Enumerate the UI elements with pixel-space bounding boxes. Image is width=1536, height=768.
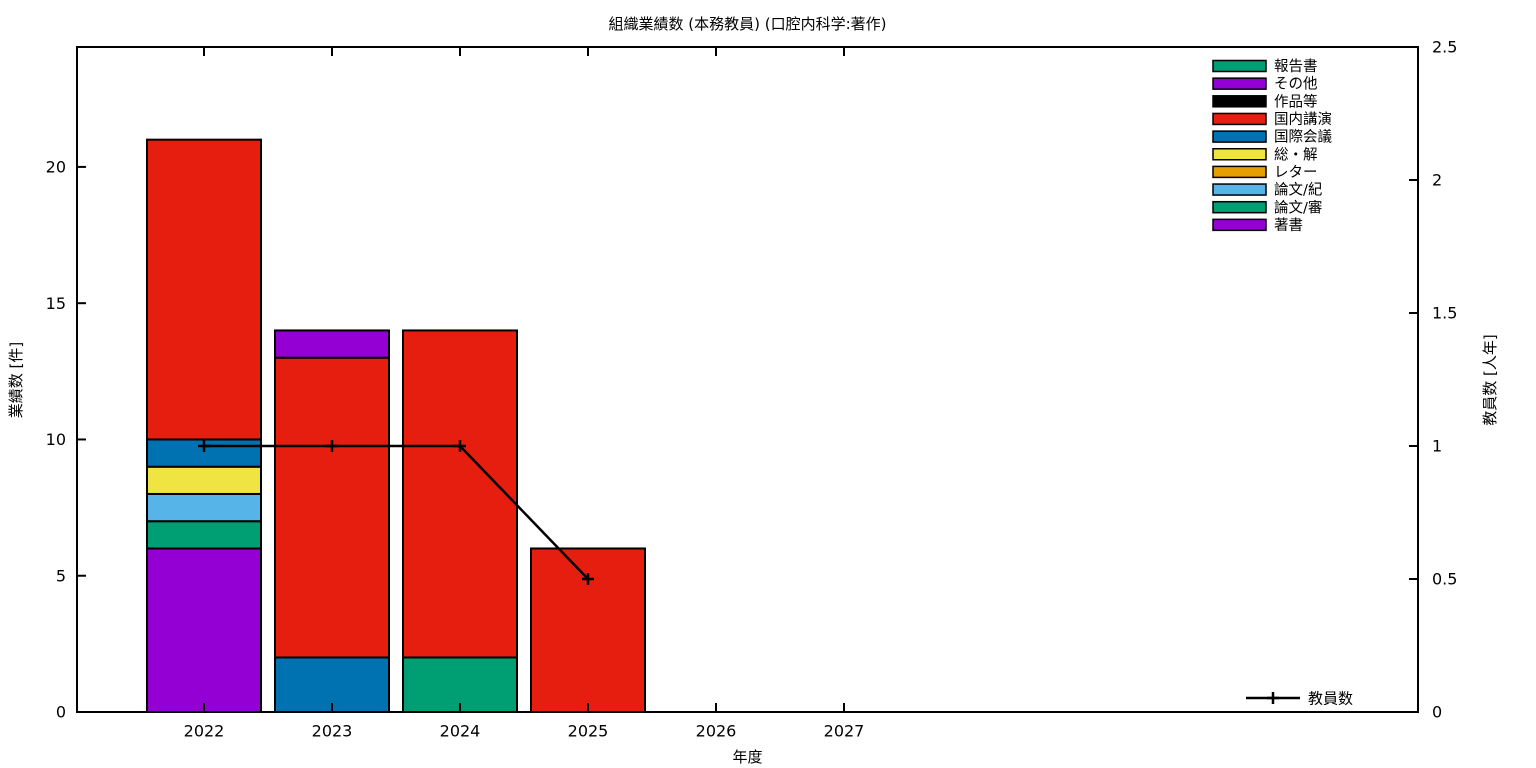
y1-tick-label: 15 — [46, 294, 66, 313]
y1-tick-label: 10 — [46, 430, 66, 449]
legend-swatch — [1212, 165, 1267, 179]
x-axis-label: 年度 — [732, 748, 763, 766]
y2-tick-label: 2 — [1432, 171, 1442, 190]
legend-label: その他 — [1274, 76, 1318, 93]
legend-label: 総・解 — [1274, 146, 1318, 163]
chart-title: 組織業績数 (本務教員) (口腔内科学:著作) — [608, 15, 887, 33]
x-tick-label: 2026 — [696, 722, 737, 741]
legend-label: 論文/審 — [1274, 199, 1323, 216]
legend-swatch — [1212, 218, 1267, 232]
legend-label: レター — [1274, 164, 1318, 181]
legend-label: 論文/紀 — [1274, 182, 1322, 199]
bar-segment-2023 — [274, 656, 390, 714]
bar-segment-2022 — [146, 547, 262, 713]
legend-label: 報告書 — [1274, 58, 1318, 75]
legend-label: 作品等 — [1274, 92, 1318, 110]
legend-swatch — [1212, 183, 1267, 196]
bar-segment-2024 — [402, 329, 518, 659]
x-tick-label: 2024 — [440, 722, 481, 741]
x-tick-label: 2023 — [312, 722, 353, 741]
faculty-count-line — [204, 444, 589, 580]
bar-segment-2022 — [146, 138, 262, 441]
x-tick-label: 2025 — [568, 722, 609, 741]
y-axis-label-left: 業績数 [件] — [7, 341, 25, 419]
y2-tick-label: 0.5 — [1432, 570, 1457, 589]
y2-tick-label: 1.5 — [1432, 304, 1457, 323]
y1-tick-label: 20 — [46, 158, 66, 177]
plot-border — [76, 46, 1419, 713]
y2-tick-label: 1 — [1432, 437, 1442, 456]
legend-label: 国際会議 — [1274, 128, 1332, 146]
x-tick-label: 2027 — [824, 722, 865, 741]
y2-tick-label: 2.5 — [1432, 38, 1457, 57]
y2-tick-label: 0 — [1432, 703, 1442, 722]
bar-segment-2023 — [274, 356, 390, 659]
bar-segment-2023 — [274, 329, 390, 359]
y1-tick-label: 5 — [56, 566, 66, 585]
legend-swatch — [1212, 95, 1267, 108]
legend-label: 国内講演 — [1274, 111, 1332, 128]
legend-swatch — [1212, 130, 1267, 143]
bar-segment-2022 — [146, 520, 262, 550]
legend-swatch — [1212, 112, 1267, 126]
y1-tick-label: 0 — [56, 703, 66, 722]
legend-label: 著書 — [1274, 217, 1303, 234]
legend-swatch — [1212, 148, 1267, 161]
y-axis-label-right: 教員数 [人年] — [1481, 334, 1499, 426]
bar-segment-2022 — [146, 465, 262, 495]
bar-segment-2022 — [146, 492, 262, 523]
legend-swatch — [1212, 200, 1267, 214]
x-tick-label: 2022 — [184, 722, 225, 741]
legend-swatch — [1212, 59, 1267, 73]
line-legend-label: 教員数 — [1308, 689, 1353, 707]
legend-swatch — [1212, 77, 1267, 90]
